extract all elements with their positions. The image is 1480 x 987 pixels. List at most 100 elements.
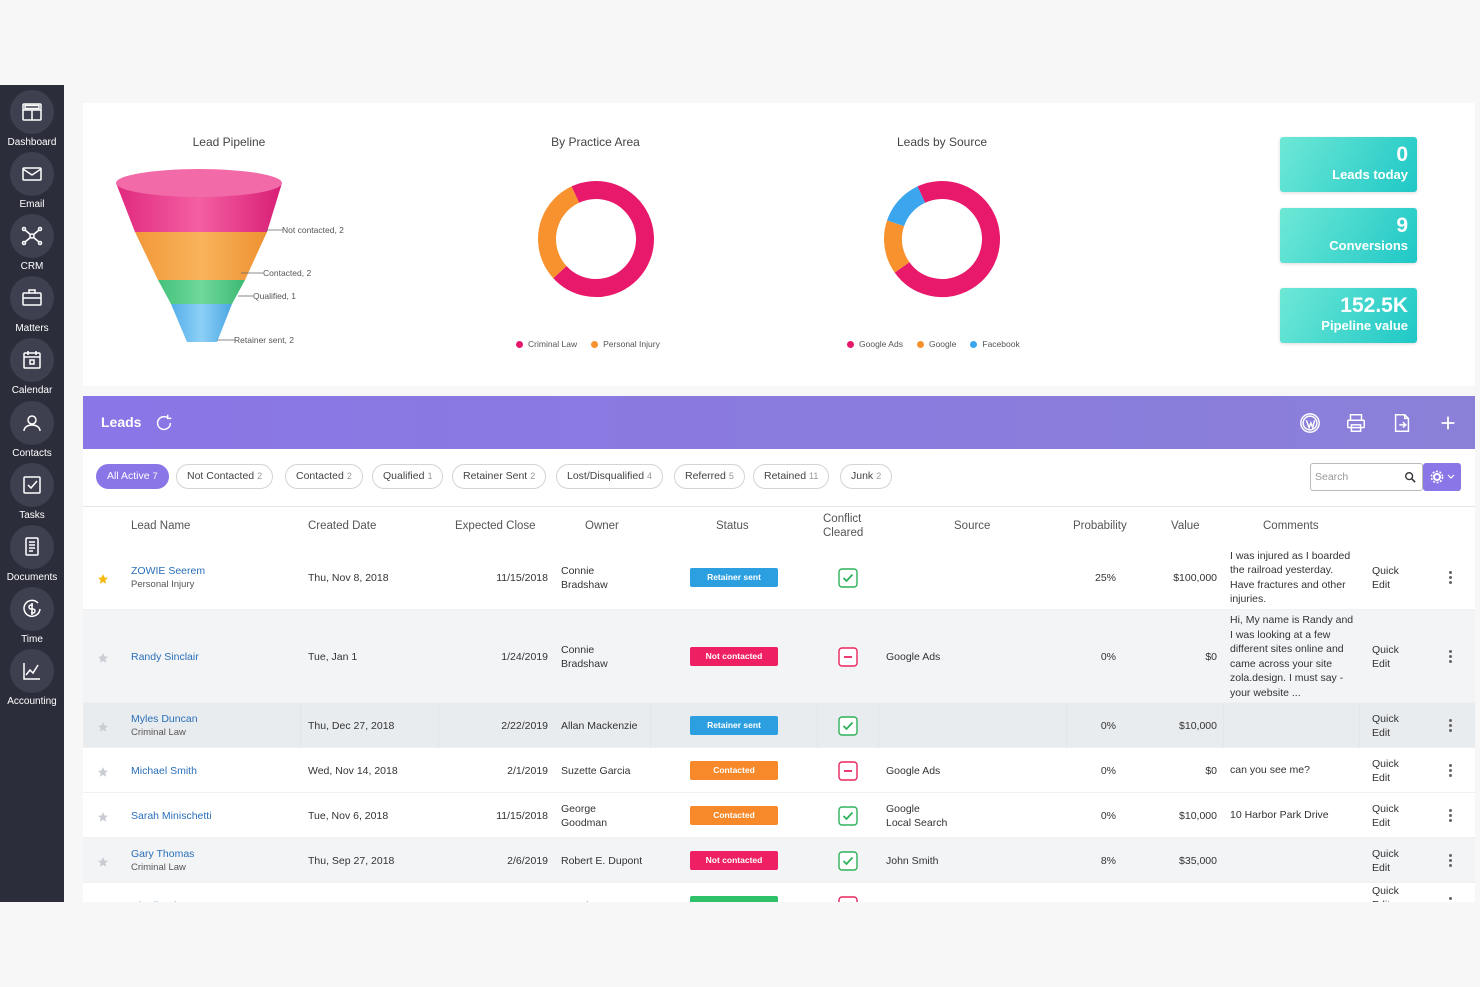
column-header[interactable]: Conflict Cleared — [823, 513, 864, 539]
filter-chip-qualified[interactable]: Qualified 1 — [372, 464, 444, 489]
sidebar-item-accounting[interactable]: Accounting — [0, 649, 64, 707]
sidebar-item-matters[interactable]: Matters — [0, 276, 64, 334]
lead-name-link[interactable]: Sarah Minischetti — [131, 809, 212, 822]
favorite-star-icon[interactable] — [97, 651, 109, 663]
lead-name-link[interactable]: ZOWIE Seerem — [131, 564, 206, 577]
search-icon[interactable] — [1404, 471, 1416, 483]
filter-chip-junk[interactable]: Junk 2 — [840, 464, 893, 489]
search-input[interactable]: Search — [1310, 463, 1423, 491]
table-row[interactable]: Sarah Minischetti Tue, Nov 6, 2018 11/15/2… — [83, 793, 1475, 838]
status-badge[interactable] — [690, 896, 778, 902]
more-options-icon[interactable] — [1449, 649, 1453, 664]
column-header[interactable]: Probability — [1073, 520, 1127, 532]
table-row[interactable]: Myles Duncan Criminal Law Thu, Dec 27, 201… — [83, 703, 1475, 748]
quick-edit-link[interactable]: Quick Edit — [1372, 757, 1399, 784]
favorite-star-icon[interactable] — [97, 900, 109, 902]
sidebar-item-calendar[interactable]: Calendar — [0, 338, 64, 396]
table-row[interactable]: ZOWIE Seerem Personal Injury Thu, Nov 8, 2… — [83, 545, 1475, 610]
sidebar-item-time[interactable]: Time — [0, 587, 64, 645]
kpi-leads-today[interactable]: 0 Leads today — [1280, 137, 1417, 192]
table-row[interactable]: Charlie Bloom Connie Quick Edit — [83, 883, 1475, 902]
sidebar-item-documents[interactable]: Documents — [0, 525, 64, 583]
column-header[interactable]: Owner — [585, 520, 619, 532]
table-row[interactable]: Gary Thomas Criminal Law Thu, Sep 27, 2018… — [83, 838, 1475, 883]
add-lead-icon[interactable] — [1437, 412, 1459, 434]
column-header[interactable]: Status — [716, 520, 749, 532]
lead-name-link[interactable]: Gary Thomas — [131, 847, 195, 860]
filter-chip-referred[interactable]: Referred 5 — [674, 464, 745, 489]
more-options-icon[interactable] — [1449, 570, 1453, 585]
more-options-icon[interactable] — [1449, 808, 1453, 823]
favorite-star-icon[interactable] — [97, 765, 109, 777]
source-slice-facebook[interactable] — [882, 179, 1002, 299]
favorite-star-icon[interactable] — [97, 855, 109, 867]
column-header[interactable]: Source — [954, 520, 991, 532]
filter-chip-retained[interactable]: Retained 11 — [753, 464, 830, 489]
table-row[interactable]: Randy Sinclair Tue, Jan 1 1/24/2019 Connie … — [83, 610, 1475, 703]
quick-edit-link[interactable]: Quick Edit — [1372, 802, 1399, 829]
more-options-icon[interactable] — [1449, 853, 1453, 868]
column-header[interactable]: Comments — [1263, 520, 1319, 532]
minus-icon[interactable] — [838, 646, 858, 667]
quick-edit-link[interactable]: Quick Edit — [1372, 712, 1399, 739]
status-badge[interactable]: Not contacted — [690, 646, 778, 666]
status-badge[interactable]: Contacted — [690, 805, 778, 825]
sidebar-item-crm[interactable]: CRM — [0, 214, 64, 272]
quick-edit-link[interactable]: Quick Edit — [1372, 885, 1399, 902]
filter-chip-retainer-sent[interactable]: Retainer Sent 2 — [452, 464, 547, 489]
column-header[interactable]: Value — [1171, 520, 1200, 532]
lead-name-link[interactable]: Randy Sinclair — [131, 650, 199, 663]
filter-chip-all-active[interactable]: All Active 7 — [96, 464, 169, 489]
lead-name-link[interactable]: Michael Smith — [131, 764, 197, 777]
check-icon[interactable] — [838, 567, 858, 588]
check-icon[interactable] — [838, 715, 858, 736]
column-header[interactable]: Created Date — [308, 520, 377, 532]
filter-chip-contacted[interactable]: Contacted 2 — [285, 464, 363, 489]
check-icon[interactable] — [838, 805, 858, 826]
table-row[interactable]: Michael Smith Wed, Nov 14, 2018 2/1/2019 Su… — [83, 748, 1475, 793]
quick-edit-link[interactable]: Quick Edit — [1372, 564, 1399, 591]
sidebar-item-email[interactable]: Email — [0, 152, 64, 210]
wordpress-icon[interactable] — [1299, 412, 1321, 434]
filter-chip-not-contacted[interactable]: Not Contacted 2 — [176, 464, 274, 489]
quick-edit-link[interactable]: Quick Edit — [1372, 643, 1399, 670]
favorite-star-icon[interactable] — [97, 572, 109, 584]
column-header[interactable]: Expected Close — [455, 520, 536, 532]
more-options-icon[interactable] — [1449, 897, 1453, 902]
sidebar-item-contacts[interactable]: Contacts — [0, 401, 64, 459]
lead-name-link[interactable]: Charlie Bloom — [131, 899, 296, 903]
legend-personal-injury[interactable]: Personal Injury — [591, 339, 660, 349]
kpi-pipeline-value[interactable]: 152.5K Pipeline value — [1280, 288, 1417, 343]
lead-name-link[interactable]: Myles Duncan — [131, 712, 198, 725]
more-options-icon[interactable] — [1449, 763, 1453, 778]
favorite-star-icon[interactable] — [97, 810, 109, 822]
check-icon[interactable] — [838, 850, 858, 871]
lead-pipeline-funnel[interactable] — [113, 166, 288, 346]
favorite-star-icon[interactable] — [97, 720, 109, 732]
print-icon[interactable] — [1345, 412, 1367, 434]
export-csv-icon[interactable] — [1391, 412, 1413, 434]
more-options-icon[interactable] — [1449, 718, 1453, 733]
settings-dropdown-button[interactable] — [1423, 463, 1461, 491]
practice-area-slice-personal-injury[interactable] — [536, 179, 656, 299]
legend-criminal-law[interactable]: Criminal Law — [516, 339, 577, 349]
status-badge[interactable]: Not contacted — [690, 850, 778, 870]
source-slice-google[interactable] — [882, 179, 1002, 299]
filter-chip-lost-disqualified[interactable]: Lost/Disqualified 4 — [556, 464, 664, 489]
leads-by-source-donut[interactable] — [882, 179, 1002, 299]
sidebar-item-tasks[interactable]: Tasks — [0, 463, 64, 521]
sidebar-item-dashboard[interactable]: Dashboard — [0, 90, 64, 148]
legend-google-ads[interactable]: Google Ads — [847, 339, 903, 349]
minus-icon[interactable] — [838, 760, 858, 781]
legend-facebook[interactable]: Facebook — [970, 339, 1020, 349]
kpi-conversions[interactable]: 9 Conversions — [1280, 208, 1417, 263]
column-header[interactable]: Lead Name — [131, 520, 191, 532]
quick-edit-link[interactable]: Quick Edit — [1372, 847, 1399, 874]
legend-google[interactable]: Google — [916, 339, 956, 349]
status-badge[interactable]: Retainer sent — [690, 567, 778, 587]
minus-icon[interactable] — [838, 896, 858, 902]
status-badge[interactable]: Contacted — [690, 760, 778, 780]
refresh-icon[interactable] — [153, 412, 175, 434]
practice-area-donut[interactable] — [536, 179, 656, 299]
status-badge[interactable]: Retainer sent — [690, 715, 778, 735]
